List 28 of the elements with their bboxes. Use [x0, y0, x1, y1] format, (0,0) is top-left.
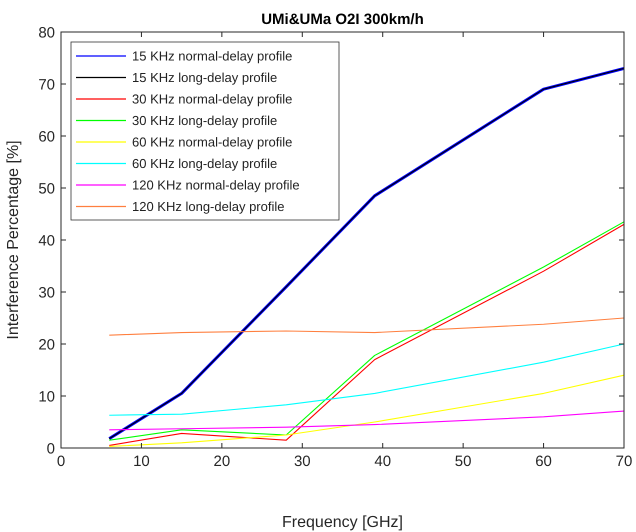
y-axis-title: Interference Percentage [%]	[5, 140, 22, 340]
y-tick-label: 0	[46, 440, 55, 458]
legend-label: 60 KHz normal-delay profile	[132, 134, 292, 150]
y-tick-label: 40	[38, 232, 55, 250]
legend-label: 30 KHz long-delay profile	[132, 113, 278, 128]
y-tick-label: 60	[38, 128, 55, 146]
y-tick-label: 30	[38, 284, 55, 302]
x-tick-label: 40	[374, 453, 392, 470]
x-tick-label: 60	[535, 453, 552, 470]
x-axis-title: Frequency [GHz]	[282, 514, 403, 531]
y-tick-label: 10	[38, 388, 55, 406]
legend-label: 15 KHz normal-delay profile	[132, 48, 292, 64]
y-tick-label: 80	[38, 24, 55, 42]
y-tick-label: 20	[38, 336, 55, 354]
x-tick-label: 20	[214, 453, 230, 470]
legend-label: 30 KHz normal-delay profile	[132, 92, 292, 107]
x-tick-label: 70	[616, 453, 632, 470]
y-tick-label: 70	[38, 76, 55, 94]
x-tick-label: 0	[56, 453, 66, 470]
x-tick-label: 10	[133, 453, 150, 470]
legend-label: 15 KHz long-delay profile	[132, 70, 278, 86]
legend-label: 120 KHz long-delay profile	[132, 199, 284, 214]
x-tick-label: 50	[454, 453, 472, 470]
y-tick-label: 50	[38, 180, 55, 198]
legend-label: 120 KHz normal-delay profile	[132, 178, 300, 193]
chart-title: UMi&UMa O2I 300km/h	[261, 11, 424, 28]
legend-label: 60 KHz long-delay profile	[132, 156, 278, 172]
x-tick-label: 30	[294, 453, 311, 470]
